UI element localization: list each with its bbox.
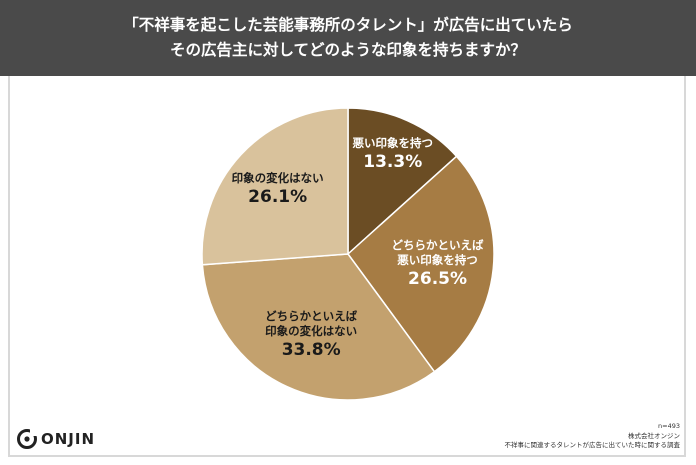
onjin-logo: ONJIN	[16, 428, 95, 450]
company-name: 株式会社オンジン	[628, 431, 680, 440]
sample-size: n=493	[658, 422, 680, 430]
slice-1-value: 13.3%	[363, 152, 422, 172]
chart-title-bar: 「不祥事を起こした芸能事務所のタレント」が広告に出ていたら その広告主に対してど…	[0, 0, 696, 76]
footnote: n=493 株式会社オンジン 不祥事に関連するタレントが広告に出ていた時に関する…	[505, 422, 681, 451]
pie-slice-2	[346, 155, 495, 373]
survey-name: 不祥事に関連するタレントが広告に出ていた時に関する調査	[504, 441, 681, 449]
slice-4-value: 26.1%	[248, 187, 307, 207]
slice-1-label-line-1: 悪い印象を持つ	[353, 136, 434, 150]
slice-3-value: 33.8%	[282, 340, 341, 360]
onjin-mark-icon	[17, 428, 38, 449]
pie-slice-1	[347, 107, 458, 256]
chart-title-line-1: 「不祥事を起こした芸能事務所のタレント」が広告に出ていたら	[123, 16, 573, 34]
slice-4-label-line-1: 印象の変化はない	[232, 171, 324, 185]
pie-slice-4	[201, 107, 349, 266]
slice-3-label-line-1: どちらかといえば	[265, 309, 357, 323]
slice-3-label-line-2: 印象の変化はない	[265, 324, 357, 338]
slice-2-label-line-2: 悪い印象を持つ	[397, 253, 478, 267]
slice-2-value: 26.5%	[408, 269, 467, 289]
pie-slice-3	[201, 253, 436, 401]
slice-2-label-line-1: どちらかといえば	[392, 238, 484, 252]
logo-text: ONJIN	[41, 430, 96, 448]
chart-title-line-2: その広告主に対してどのような印象を持ちますか？	[169, 41, 527, 59]
